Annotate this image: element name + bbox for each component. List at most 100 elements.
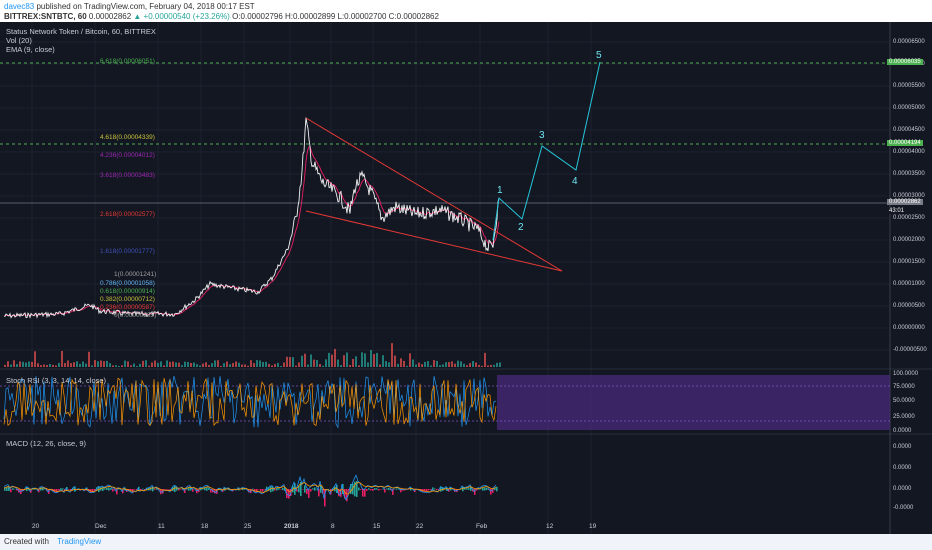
macd-histogram-bar xyxy=(360,489,362,490)
macd-histogram-bar xyxy=(486,487,488,490)
volume-bar xyxy=(451,361,453,367)
volume-bar xyxy=(409,353,411,367)
volume-bar xyxy=(28,361,30,367)
volume-bar xyxy=(40,365,42,367)
wedge-lower-trendline[interactable] xyxy=(305,210,563,272)
volume-bar xyxy=(4,364,6,367)
volume-bar xyxy=(364,353,366,367)
volume-bar xyxy=(52,364,54,367)
macd-histogram-bar xyxy=(380,489,382,490)
macd-histogram-bar xyxy=(276,487,278,491)
time-axis-tick: Dec xyxy=(95,523,107,530)
volume-bar xyxy=(457,360,459,367)
macd-histogram-bar xyxy=(62,488,64,490)
volume-bar xyxy=(259,360,261,367)
volume-bar xyxy=(493,364,495,367)
volume-bar xyxy=(298,362,300,367)
last-price-box: 0.00002862 xyxy=(887,199,923,205)
volume-bar xyxy=(376,352,378,367)
macd-histogram-bar xyxy=(14,488,16,490)
wedge-upper-trendline[interactable] xyxy=(305,117,563,272)
volume-bar xyxy=(205,362,207,367)
volume-bar xyxy=(139,363,141,367)
macd-histogram-bar xyxy=(8,487,10,491)
volume-bar xyxy=(370,350,372,367)
price-axis-tick: 0.00001000 xyxy=(893,281,925,287)
volume-bar xyxy=(241,364,243,367)
macd-histogram-bar xyxy=(396,488,398,490)
volume-bar xyxy=(358,365,360,367)
macd-histogram-bar xyxy=(210,489,212,493)
macd-histogram-bar xyxy=(338,489,340,497)
volume-bar xyxy=(166,360,168,367)
macd-legend[interactable]: MACD (12, 26, close, 9) xyxy=(6,439,87,448)
volume-bar xyxy=(337,359,339,367)
macd-histogram-bar xyxy=(48,489,50,494)
macd-histogram-bar xyxy=(146,487,148,491)
wave-label-5: 5 xyxy=(596,50,602,61)
fib-level-label: 4.236(0.00004012) xyxy=(100,152,155,159)
volume-bar xyxy=(172,361,174,367)
volume-bar xyxy=(85,363,87,367)
price-axis-tick: 0.00003500 xyxy=(893,171,925,177)
volume-bar xyxy=(256,360,258,367)
publish-info: published on TradingView.com, February 0… xyxy=(36,2,255,11)
volume-bar xyxy=(367,362,369,367)
volume-bar xyxy=(49,364,51,367)
macd-histogram-bar xyxy=(180,489,182,490)
volume-bar xyxy=(232,363,234,367)
macd-histogram-bar xyxy=(496,486,498,492)
volume-bar xyxy=(286,356,288,367)
volume-bar xyxy=(460,361,462,367)
stoch-legend[interactable]: Stoch RSI (3, 3, 14, 14, close) xyxy=(6,376,107,385)
macd-histogram-bar xyxy=(288,489,290,499)
volume-bar xyxy=(112,365,114,367)
elliott-wave-projection[interactable] xyxy=(492,61,601,241)
volume-bar xyxy=(187,361,189,367)
macd-histogram-bar xyxy=(262,489,264,492)
price-axis-tick: 0.00002500 xyxy=(893,215,925,221)
macd-histogram-bar xyxy=(256,489,258,493)
volume-bar xyxy=(361,352,363,367)
volume-bar xyxy=(475,362,477,367)
volume-bar xyxy=(382,355,384,367)
macd-histogram-bar xyxy=(74,486,76,492)
price-axis-tick: 0.00003000 xyxy=(893,193,925,199)
volume-bar xyxy=(244,364,246,367)
macd-axis-tick: 0.0000 xyxy=(893,465,912,471)
macd-histogram-bar xyxy=(44,488,46,490)
stoch-axis-tick: 50.0000 xyxy=(893,398,915,404)
volume-bar xyxy=(94,360,96,367)
macd-histogram-bar xyxy=(476,489,478,491)
chart-canvas[interactable] xyxy=(0,22,932,534)
macd-histogram-bar xyxy=(30,489,32,493)
volume-bar xyxy=(109,363,111,367)
macd-histogram-bar xyxy=(152,486,154,492)
ema-legend[interactable]: EMA (9, close) xyxy=(6,45,55,54)
volume-legend[interactable]: Vol (20) xyxy=(6,36,32,45)
tradingview-logo[interactable]: TradingView xyxy=(57,537,102,546)
volume-bar xyxy=(91,365,93,367)
macd-axis-tick: -0.0000 xyxy=(893,505,914,511)
macd-histogram-bar xyxy=(206,487,208,491)
volume-bar xyxy=(211,363,213,367)
author-link[interactable]: davec83 xyxy=(4,2,35,11)
volume-bar xyxy=(334,348,336,367)
stoch-axis-tick: 25.0000 xyxy=(893,414,915,420)
volume-bar xyxy=(430,365,432,367)
volume-bar xyxy=(445,362,447,367)
volume-bar xyxy=(169,361,171,367)
macd-histogram-bar xyxy=(150,487,152,491)
fib-level-label: 4.618(0.00004339) xyxy=(100,134,155,141)
macd-histogram-bar xyxy=(102,487,104,491)
volume-bar xyxy=(487,365,489,367)
volume-bar xyxy=(421,364,423,367)
macd-histogram-bar xyxy=(358,487,360,491)
symbol-legend[interactable]: Status Network Token / Bitcoin, 60, BITT… xyxy=(6,27,156,36)
volume-bar xyxy=(499,362,501,367)
macd-histogram-bar xyxy=(432,487,434,491)
macd-histogram-bar xyxy=(192,489,194,492)
macd-histogram-bar xyxy=(354,481,356,497)
volume-bar xyxy=(217,360,219,367)
macd-histogram-bar xyxy=(278,488,280,490)
